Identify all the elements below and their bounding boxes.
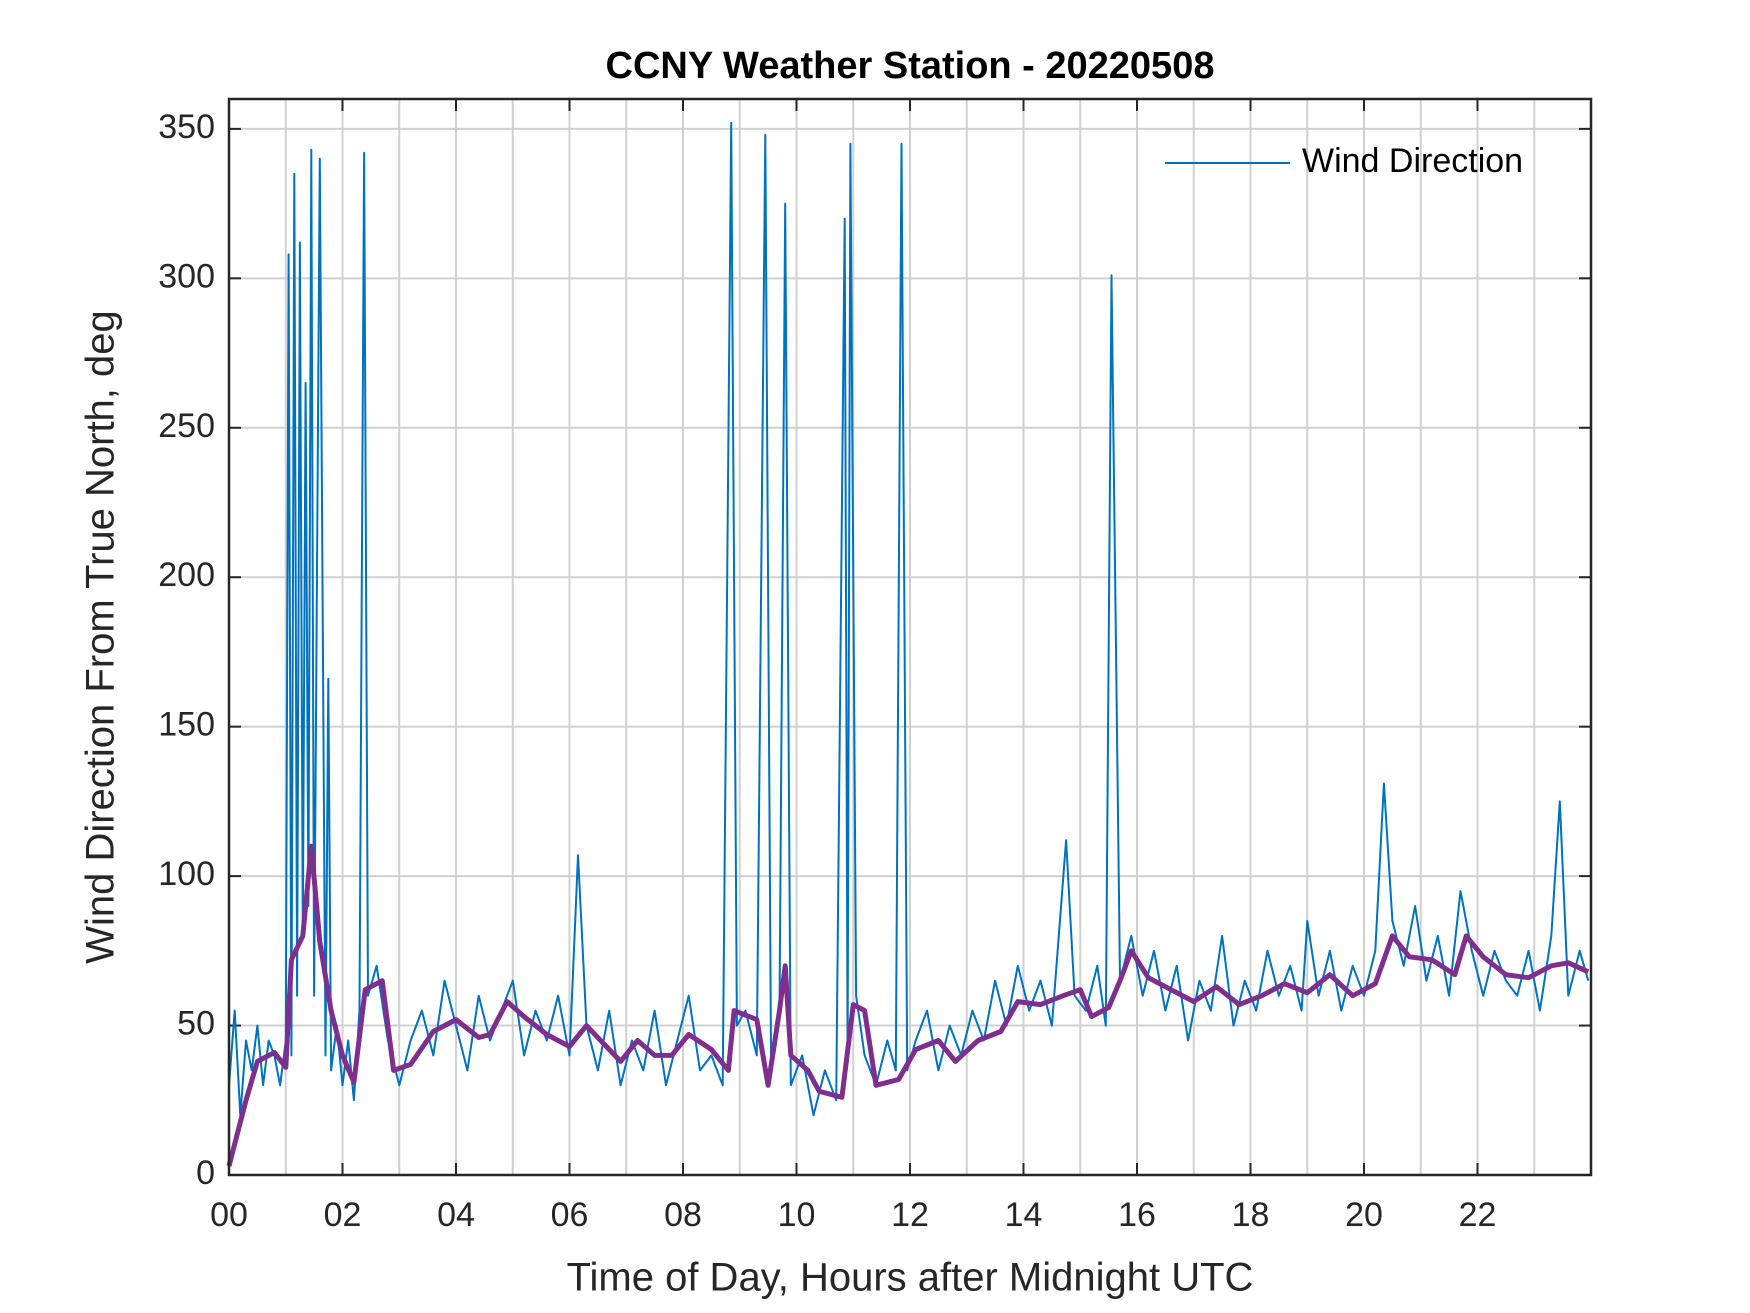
x-tick-label: 20 [1345, 1196, 1383, 1234]
y-tick-label: 150 [158, 706, 215, 744]
y-tick-label: 350 [158, 108, 215, 146]
x-tick-label: 02 [324, 1196, 362, 1234]
y-tick-label: 200 [158, 556, 215, 594]
y-axis-label: Wind Direction From True North, deg [79, 310, 123, 964]
x-axis-label: Time of Day, Hours after Midnight UTC [567, 1256, 1254, 1300]
x-tick-label: 10 [778, 1196, 816, 1234]
legend-label: Wind Direction [1302, 142, 1523, 180]
y-tick-label: 300 [158, 257, 215, 295]
x-tick-label: 12 [891, 1196, 929, 1234]
y-tick-label: 50 [177, 1005, 215, 1043]
x-tick-label: 14 [1005, 1196, 1043, 1234]
x-tick-label: 06 [551, 1196, 589, 1234]
x-tick-label: 00 [210, 1196, 248, 1234]
axes-box [227, 97, 1593, 1177]
x-tick-label: 08 [664, 1196, 702, 1234]
x-tick-label: 22 [1459, 1196, 1497, 1234]
y-tick-label: 100 [158, 855, 215, 893]
chart-title: CCNY Weather Station - 20220508 [606, 45, 1215, 87]
x-tick-label: 16 [1118, 1196, 1156, 1234]
y-tick-label: 0 [196, 1154, 215, 1192]
y-tick-label: 250 [158, 407, 215, 445]
x-tick-label: 04 [437, 1196, 475, 1234]
x-tick-label: 18 [1232, 1196, 1270, 1234]
data-line [226, 843, 1590, 1167]
